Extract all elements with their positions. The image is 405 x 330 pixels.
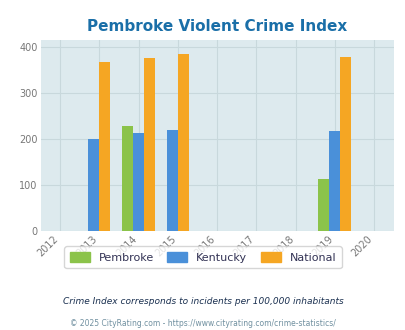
Bar bbox=[122, 126, 133, 231]
Text: Crime Index corresponds to incidents per 100,000 inhabitants: Crime Index corresponds to incidents per… bbox=[62, 297, 343, 307]
Bar bbox=[328, 131, 340, 231]
Bar bbox=[144, 58, 155, 231]
Text: © 2025 CityRating.com - https://www.cityrating.com/crime-statistics/: © 2025 CityRating.com - https://www.city… bbox=[70, 319, 335, 328]
Bar bbox=[88, 139, 99, 231]
Bar bbox=[340, 57, 351, 231]
Bar bbox=[133, 133, 144, 231]
Legend: Pembroke, Kentucky, National: Pembroke, Kentucky, National bbox=[64, 247, 341, 268]
Bar bbox=[99, 62, 110, 231]
Bar bbox=[166, 130, 177, 231]
Bar bbox=[177, 54, 188, 231]
Title: Pembroke Violent Crime Index: Pembroke Violent Crime Index bbox=[87, 19, 347, 34]
Bar bbox=[318, 179, 328, 231]
